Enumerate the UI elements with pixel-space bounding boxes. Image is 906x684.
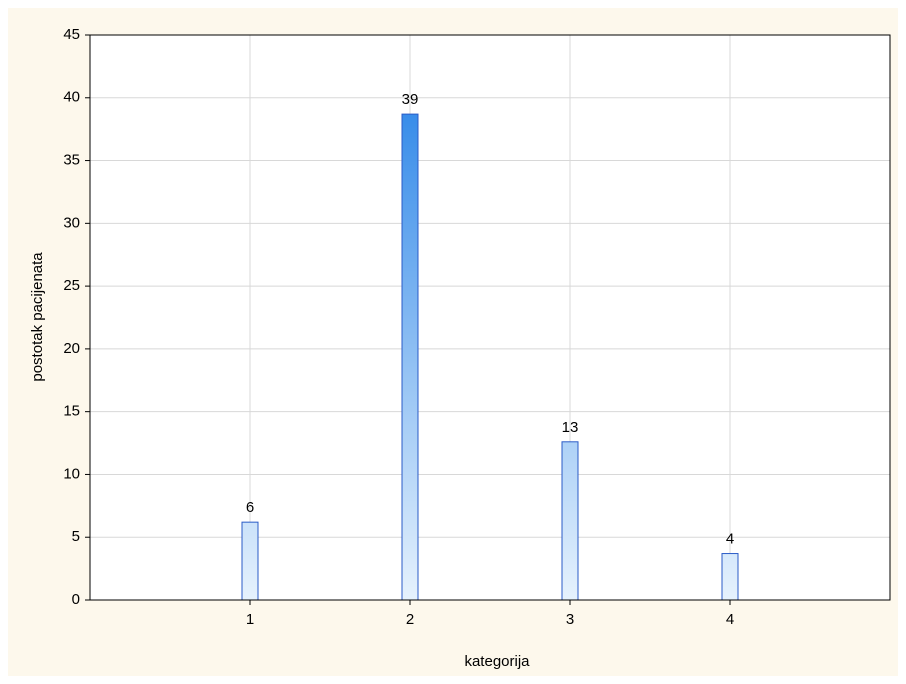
x-axis-title: kategorija: [464, 653, 530, 670]
y-tick-label: 5: [72, 528, 80, 545]
value-label: 39: [402, 91, 419, 108]
value-label: 6: [246, 499, 254, 516]
bar: [401, 113, 419, 601]
y-tick-label: 45: [63, 26, 80, 43]
x-tick-label: 3: [566, 611, 574, 628]
y-tick-label: 30: [63, 214, 80, 231]
y-tick-label: 15: [63, 403, 80, 420]
y-tick-label: 0: [72, 591, 80, 608]
bar: [721, 553, 739, 601]
value-label: 13: [562, 419, 579, 436]
x-tick-label: 4: [726, 611, 734, 628]
y-tick-label: 10: [63, 465, 80, 482]
y-axis-title: postotak pacijenata: [29, 252, 46, 382]
plot-area: [90, 35, 890, 600]
y-tick-label: 25: [63, 277, 80, 294]
bar: [241, 521, 259, 601]
value-label: 4: [726, 531, 734, 548]
y-tick-label: 40: [63, 89, 80, 106]
y-tick-label: 35: [63, 152, 80, 169]
x-tick-label: 1: [246, 611, 254, 628]
plot-frame: [89, 34, 891, 601]
x-tick-label: 2: [406, 611, 414, 628]
y-tick-label: 20: [63, 340, 80, 357]
bar: [561, 441, 579, 601]
